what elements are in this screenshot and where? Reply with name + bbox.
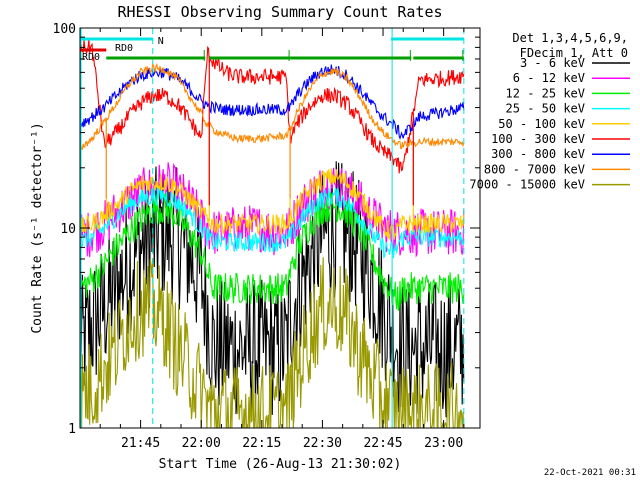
legend-header-1: FDecim 1, Att 0 xyxy=(520,46,628,60)
series-line-8 xyxy=(80,257,465,428)
footer-date: 22-Oct-2021 00:31 xyxy=(544,468,636,478)
flag-label-0: N xyxy=(158,36,164,47)
legend-entry-label-7: 800 - 7000 keV xyxy=(484,162,585,176)
legend-entry-label-5: 100 - 300 keV xyxy=(491,132,585,146)
legend-entry-label-1: 6 - 12 keV xyxy=(513,71,585,85)
series-line-4 xyxy=(80,168,465,241)
flag-layer: N RD0 RD0 xyxy=(80,36,464,63)
legend-entry-label-2: 12 - 25 keV xyxy=(506,86,585,100)
y-tick-label-1: 10 xyxy=(60,222,76,237)
legend-header-0: Det 1,3,4,5,6,9, xyxy=(512,31,628,45)
series-line-0 xyxy=(80,161,465,418)
y-tick-label-0: 1 xyxy=(68,422,76,437)
series-layer xyxy=(80,39,465,428)
tick-layer: 21:45 22:00 22:15 22:30 22:45 23:00 1 10 100 xyxy=(53,22,480,451)
legend-entry-label-6: 300 - 800 keV xyxy=(491,147,585,161)
series-line-3 xyxy=(80,185,465,259)
x-tick-label-1: 22:00 xyxy=(182,436,221,451)
legend-entry-label-3: 25 - 50 keV xyxy=(506,102,585,116)
x-tick-label-4: 22:45 xyxy=(363,436,402,451)
series-line-6 xyxy=(80,64,465,140)
legend: Det 1,3,4,5,6,9,FDecim 1, Att 03 - 6 keV… xyxy=(469,31,630,192)
series-line-2 xyxy=(80,192,465,311)
x-tick-label-3: 22:30 xyxy=(303,436,342,451)
y-axis-label: Count Rate (s⁻¹ detector⁻¹) xyxy=(30,122,45,333)
flag-label-1: RD0 xyxy=(115,43,133,54)
x-tick-label-0: 21:45 xyxy=(121,436,160,451)
legend-entry-label-8: 7000 - 15000 keV xyxy=(469,178,585,192)
flag-label-2: RD0 xyxy=(82,52,100,63)
legend-entry-label-0: 3 - 6 keV xyxy=(520,56,585,70)
chart-title: RHESSI Observing Summary Count Rates xyxy=(117,3,442,21)
series-line-7 xyxy=(80,62,465,151)
y-tick-label-2: 100 xyxy=(53,22,76,37)
x-axis-label: Start Time (26-Aug-13 21:30:02) xyxy=(159,457,402,472)
legend-entry-label-4: 50 - 100 keV xyxy=(498,117,585,131)
x-tick-label-2: 22:15 xyxy=(242,436,281,451)
x-tick-label-5: 23:00 xyxy=(424,436,463,451)
series-line-5 xyxy=(80,39,465,174)
